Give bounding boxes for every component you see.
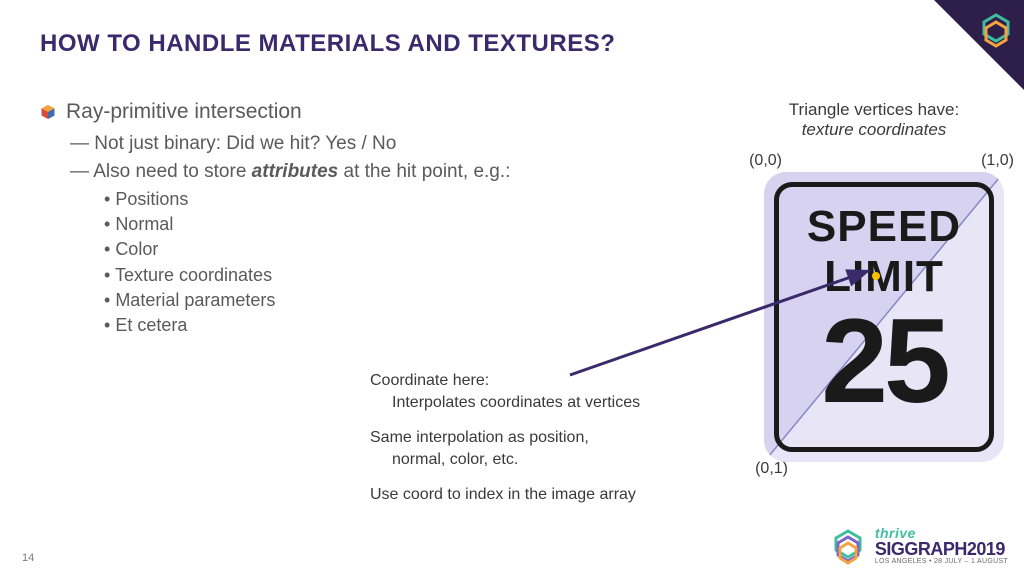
siggraph-logo-icon [976, 8, 1016, 48]
main-content: Ray-primitive intersection Not just bina… [40, 100, 680, 338]
dot-list: Positions Normal Color Texture coordinat… [104, 187, 680, 338]
main-bullet-text: Ray-primitive intersection [66, 100, 302, 124]
footer-text-block: thrive SIGGRAPH2019 LOS ANGELES • 28 JUL… [875, 526, 1008, 565]
slide-title: HOW TO HANDLE MATERIALS AND TEXTURES? [40, 30, 615, 58]
annotation-p1: Coordinate here: Interpolates coordinate… [370, 370, 750, 413]
sub-item: Also need to store attributes at the hit… [70, 158, 680, 186]
triangle-label: Triangle vertices have: [744, 100, 1004, 120]
triangle-label-italic: texture coordinates [744, 120, 1004, 140]
speed-sign: SPEED LIMIT 25 [764, 172, 1004, 462]
annotation-block: Coordinate here: Interpolates coordinate… [370, 370, 750, 520]
dot-item: Positions [104, 187, 680, 212]
coord-label-10: (1,0) [981, 152, 1014, 170]
annotation-p2: Same interpolation as position, normal, … [370, 427, 750, 470]
hex-bullet-icon [40, 104, 56, 120]
sign-text-speed: SPEED [764, 202, 1004, 252]
right-panel: Triangle vertices have: texture coordina… [744, 100, 1004, 140]
sub-item-bold: attributes [252, 161, 339, 182]
footer-siggraph: SIGGRAPH2019 [875, 540, 1008, 558]
coord-label-00: (0,0) [749, 152, 782, 170]
sign-text-number: 25 [764, 292, 1004, 430]
dot-item: Material parameters [104, 288, 680, 313]
sub-list: Not just binary: Did we hit? Yes / No Al… [70, 130, 680, 338]
annotation-text: Same interpolation as position, [370, 429, 589, 446]
footer-logo-block: thrive SIGGRAPH2019 LOS ANGELES • 28 JUL… [827, 524, 1008, 566]
dot-item: Texture coordinates [104, 263, 680, 288]
page-number: 14 [22, 552, 34, 564]
sub-item-text: at the hit point, e.g.: [338, 161, 510, 182]
dot-item: Normal [104, 212, 680, 237]
dot-item: Color [104, 237, 680, 262]
sub-item: Not just binary: Did we hit? Yes / No [70, 130, 680, 158]
footer-location: LOS ANGELES • 28 JULY – 1 AUGUST [875, 558, 1008, 565]
main-bullet-row: Ray-primitive intersection [40, 100, 680, 124]
annotation-text: Interpolates coordinates at vertices [392, 394, 640, 411]
annotation-text: Coordinate here: [370, 372, 489, 389]
hit-point-marker [872, 272, 880, 280]
siggraph-logo-icon [827, 524, 869, 566]
sub-item-text: Also need to store [93, 161, 251, 182]
annotation-p3: Use coord to index in the image array [370, 484, 750, 506]
footer-thrive: thrive [875, 526, 1008, 540]
annotation-text: normal, color, etc. [392, 451, 518, 468]
dot-item: Et cetera [104, 313, 680, 338]
coord-label-01: (0,1) [755, 460, 788, 478]
